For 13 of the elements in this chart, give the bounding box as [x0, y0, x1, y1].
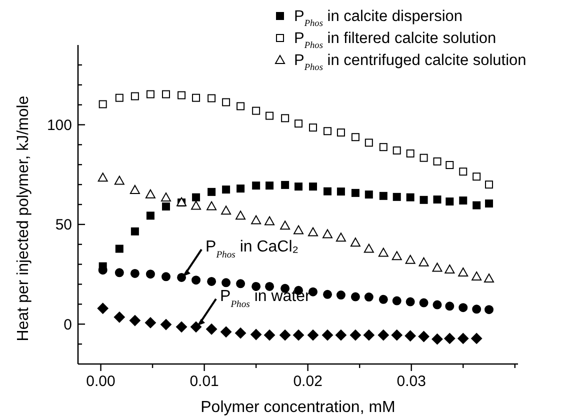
x-tick-label: 0.01 — [190, 373, 219, 390]
y-axis-title: Heat per injected polymer, kJ/mole — [15, 96, 32, 342]
y-tick-label: 50 — [55, 216, 72, 234]
legend-label: P$_{Phos}$ in filtered calcite solution — [294, 30, 496, 51]
x-tick-label: 0.00 — [86, 373, 116, 390]
y-tick-label: 100 — [46, 117, 72, 134]
y-tick-label: 0 — [64, 316, 72, 334]
x-tick-label: 0.02 — [293, 373, 322, 390]
legend-label: P$_{Phos}$ in centrifuged calcite solution — [294, 52, 526, 73]
legend-label: P$_{Phos}$ in calcite dispersion — [294, 8, 463, 29]
x-axis-title: Polymer concentration, mM — [200, 399, 396, 416]
annotation: P$_{Phos}$ in CaCl₂ — [206, 238, 299, 260]
x-tick-label: 0.03 — [396, 373, 426, 390]
